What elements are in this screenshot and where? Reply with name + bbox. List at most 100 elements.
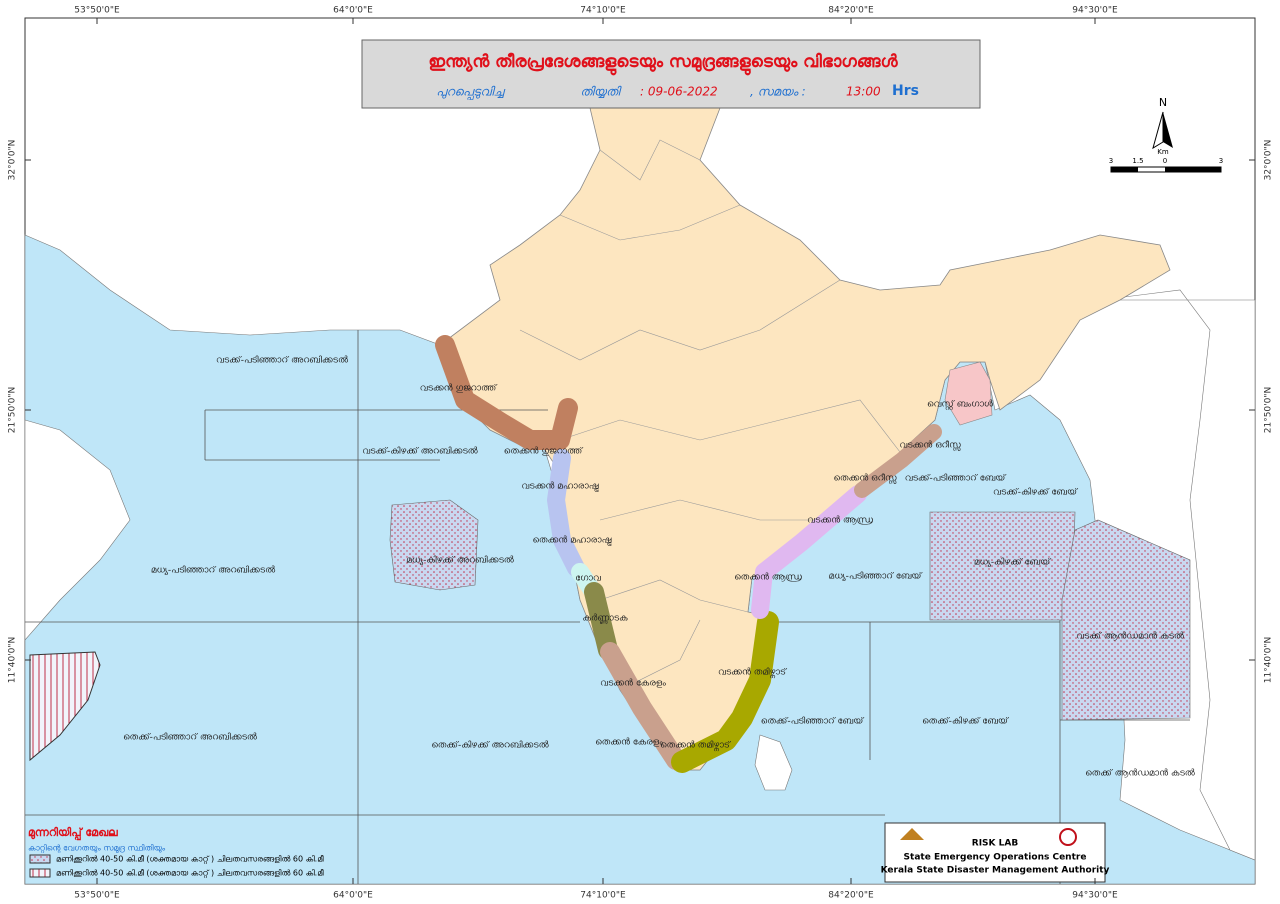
region-label: തെക്കൻ ഗുജറാത്ത് [504, 446, 584, 457]
coast-kerala [600, 642, 686, 770]
region-label: മധ്യ-കിഴക്ക് അറബിക്കടൽ [406, 555, 515, 566]
legend-item: മണിക്കൂറിൽ 40-50 കി.മീ (ശക്തമായ കാറ്റ് )… [56, 869, 324, 879]
legend: മുന്നറിയിപ്പ് മേഖല കാറ്റിന്റെ വേഗതയും സമ… [28, 826, 324, 879]
logo-panel [884, 822, 1106, 883]
state-border [599, 499, 820, 521]
emblem [900, 828, 924, 840]
scale-block [1111, 167, 1138, 172]
scale-tick-label: 3 [1219, 157, 1223, 165]
logo-line: Kerala State Disaster Management Authori… [881, 866, 1110, 876]
latitude-label: 21°50'0"N [1264, 387, 1274, 433]
region-label: വെസ്റ്റ് ബംഗാൾ [927, 399, 994, 411]
region-label: വടക്ക് ആൻഡമാൻ കടൽ [1076, 631, 1185, 642]
issued-label: പുറപ്പെടുവിച്ച [436, 85, 505, 101]
region-label: മധ്യ-പടിഞ്ഞാറ് അറബിക്കടൽ [151, 565, 276, 576]
region-label: കർണ്ണാടക [582, 614, 628, 624]
latitude-label: 21°50'0"N [8, 387, 18, 433]
state-border [599, 579, 749, 613]
title-panel [361, 39, 981, 109]
region-label: തെക്ക്-കിഴക്ക് അറബിക്കടൽ [431, 740, 549, 751]
coast-karnataka [584, 582, 618, 660]
title-box: ഇന്ത്യൻ തീരപ്രദേശങ്ങളുടെയും സമുദ്രങ്ങളുട… [361, 39, 981, 109]
coast-tamilnadu [671, 611, 779, 773]
logo-lab: RISK LAB [972, 839, 1019, 849]
sri-lanka [754, 734, 793, 791]
legend-swatch [29, 868, 51, 878]
scale-tick-label: 0 [1163, 157, 1167, 165]
longitude-label: 74°10'0"E [580, 891, 626, 901]
title: ഇന്ത്യൻ തീരപ്രദേശങ്ങളുടെയും സമുദ്രങ്ങളുട… [428, 52, 898, 76]
region-label: തെക്കൻ മഹാരാഷ്ട്ര [533, 536, 612, 546]
region-label: മധ്യ-പടിഞ്ഞാറ് ബേയ് [829, 571, 923, 582]
longitude-label: 53°50'0"E [74, 6, 120, 16]
latitude-label: 11°40'0"N [1264, 637, 1274, 683]
coast-odisha [854, 424, 942, 498]
region-label: വടക്ക്-പടിഞ്ഞാറ് ബേയ് [905, 473, 1007, 484]
legend-item: മണിക്കൂറിൽ 40-50 കി.മീ (ശക്തമായ കാറ്റ് )… [56, 855, 324, 865]
time-unit: Hrs [892, 83, 919, 99]
coast-gujarat [435, 335, 578, 450]
region-label: തെക്കൻ കേരളം [595, 738, 663, 748]
arrow-right [1163, 112, 1173, 148]
time: 13:00 [846, 85, 881, 99]
state-borders [519, 139, 901, 691]
scale-block [1165, 167, 1221, 172]
longitude-label: 74°10'0"E [580, 6, 626, 16]
coast-maharashtra [547, 449, 585, 577]
legend-title: മുന്നറിയിപ്പ് മേഖല [28, 826, 118, 841]
latitude-label: 32°0'0"N [8, 140, 18, 181]
latitude-label: 32°0'0"N [1264, 140, 1274, 181]
region-label: വടക്കൻ മഹാരാഷ്ട്ര [521, 482, 598, 492]
longitude-label: 94°30'0"E [1072, 6, 1118, 16]
region-label: വടക്ക്-കിഴക്ക് അറബിക്കടൽ [362, 446, 478, 457]
region-label: വടക്കൻ ഗുജറാത്ത് [420, 383, 498, 394]
longitude-label: 64°0'0"E [333, 6, 373, 16]
region-label: വടക്കൻ ഒറീസ്സ [899, 440, 961, 451]
logo-box: RISK LAB State Emergency Operations Cent… [881, 822, 1110, 883]
coast-west-bengal [944, 361, 993, 426]
time-label: , സമയം : [750, 85, 806, 99]
region-label: ഗോവ [575, 574, 601, 584]
scale-bar: Km 3 1.5 0 3 [1109, 148, 1223, 173]
horn-of-africa [24, 419, 131, 641]
region-label: വടക്കൻ തമിഴ്നാട് [718, 667, 787, 679]
north-label: N [1159, 96, 1167, 109]
region-labels: വടക്ക്-പടിഞ്ഞാറ് അറബിക്കടൽ വടക്കൻ ഗുജറാത്… [123, 355, 1196, 779]
longitude-label: 64°0'0"E [333, 891, 373, 901]
graticule: 53°50'0"E 53°50'0"E 64°0'0"E 64°0'0"E 74°10'… [8, 6, 1274, 901]
coast-andhra [751, 485, 867, 619]
region-label: തെക്കൻ ആന്ധ്ര [734, 573, 802, 583]
region-label: തെക്ക്-കിഴക്ക് ബേയ് [922, 716, 1009, 727]
coast-segments [435, 335, 942, 773]
longitude-label: 84°20'0"E [828, 891, 874, 901]
longitude-label: 84°20'0"E [828, 6, 874, 16]
longitude-label: 94°30'0"E [1072, 891, 1118, 901]
warning-zone-lined [29, 651, 101, 762]
myanmar-coast [1099, 289, 1256, 861]
scale-unit: Km [1157, 148, 1169, 156]
region-label: വടക്കൻ കേരളം [600, 679, 666, 689]
latitude-label: 11°40'0"N [8, 637, 18, 683]
region-label: തെക്കൻ ഒറീസ്സ [833, 473, 897, 484]
legend-swatch [29, 854, 51, 864]
logo-line: State Emergency Operations Centre [904, 853, 1087, 863]
state-border [619, 619, 701, 691]
north-arrow: N [1152, 96, 1173, 150]
longitude-label: 53°50'0"E [74, 891, 120, 901]
region-label: വടക്കൻ ആന്ധ്ര [807, 516, 873, 526]
legend-subtitle: കാറ്റിന്റെ വേഗതയും സമുദ്ര സ്ഥിതിയും [28, 844, 166, 854]
state-border [559, 204, 741, 241]
date-label: തിയ്യതി [580, 85, 622, 99]
warning-zone-dotted [389, 499, 479, 591]
scale-tick-label: 1.5 [1132, 157, 1143, 165]
region-label: വടക്ക്-പടിഞ്ഞാറ് അറബിക്കടൽ [216, 355, 349, 366]
date: : 09-06-2022 [640, 85, 718, 99]
region-label: മധ്യ-കിഴക്ക് ബേയ് [974, 557, 1051, 568]
region-label: വടക്ക്-കിഴക്ക് ബേയ് [993, 487, 1078, 498]
state-border [519, 279, 841, 361]
region-label: തെക്ക്-പടിഞ്ഞാറ് അറബിക്കടൽ [123, 732, 258, 743]
state-border [599, 139, 701, 181]
region-label: തെക്കൻ തമിഴ്നാട് [660, 740, 731, 752]
arrow-left [1152, 111, 1164, 150]
